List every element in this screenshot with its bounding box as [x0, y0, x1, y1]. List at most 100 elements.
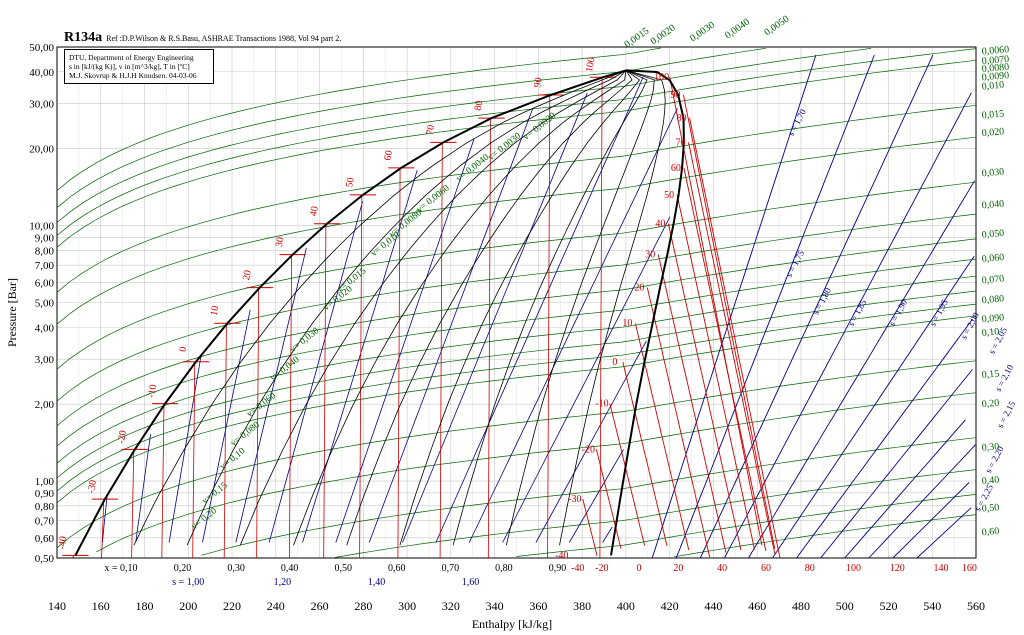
- y-tick-label: 7,00: [35, 260, 55, 272]
- isotherm-line: [256, 287, 260, 559]
- entropy-label: 1,40: [368, 577, 386, 588]
- isotherm-line: [192, 361, 196, 559]
- quality-line: [346, 70, 633, 546]
- isotherm-line: [397, 167, 401, 559]
- quality-line: [293, 70, 627, 546]
- chart-title: R134a Ref :D.P.Wilson & R.S.Basu, ASHRAE …: [64, 30, 342, 45]
- isotherm-label: -30: [86, 479, 99, 494]
- y-tick-label: 2,00: [35, 399, 55, 411]
- isochore-label: 0,0040: [723, 17, 752, 42]
- isotherm-bottom-label: 100: [846, 563, 861, 574]
- isentrope-line: [724, 92, 972, 559]
- saturated-liquid-line: [74, 69, 627, 556]
- isochore-line: [56, 59, 977, 248]
- isentrope-line: [502, 216, 671, 543]
- quality-label: 0,90: [549, 563, 567, 574]
- x-tick-label: 400: [617, 599, 635, 613]
- isochore-label: v= 0,0030: [486, 131, 523, 163]
- entropy-label: s = 1,70: [786, 107, 809, 138]
- y-tick-label: 0,60: [35, 533, 55, 545]
- isochore-label: 0,050: [981, 228, 1004, 241]
- x-tick-label: 500: [836, 599, 854, 613]
- isentrope-line: [368, 108, 534, 543]
- isotherm-bottom-label: 40: [717, 563, 727, 574]
- x-tick-label: 140: [48, 599, 66, 613]
- isochore-label: 0,30: [981, 441, 999, 453]
- isotherm-label: 60: [382, 150, 395, 162]
- info-line: M.J. Skovrup & H.J.H Knudsen. 04-03-06: [69, 71, 197, 80]
- quality-label: 0,30: [227, 563, 245, 574]
- isotherm-label: -30: [568, 494, 581, 505]
- y-tick-label: 5,00: [35, 298, 55, 310]
- isochore-label: 0,080: [981, 293, 1004, 306]
- isentrope-line: [748, 180, 975, 559]
- isotherm-label: 90: [532, 77, 545, 89]
- isochore-line: [56, 136, 977, 325]
- isotherm-label: 10: [622, 318, 632, 329]
- isochore-label: 0,60: [981, 526, 999, 538]
- isochore-label: 0,060: [981, 252, 1004, 265]
- quality-label: 0,40: [281, 563, 299, 574]
- isochore-label: 0,0080: [981, 62, 1009, 75]
- x-tick-label: 300: [398, 599, 416, 613]
- isentrope-line: [402, 92, 588, 543]
- isochore-label: 0,015: [981, 108, 1004, 121]
- isotherm-line: [622, 361, 668, 547]
- isochore-label: 0,50: [981, 502, 999, 514]
- quality-line: [133, 70, 627, 546]
- isentrope-line: [335, 139, 475, 543]
- quality-label: 0,70: [442, 563, 460, 574]
- quality-line: [186, 70, 627, 546]
- isochore-label: 0,040: [981, 198, 1004, 211]
- quality-line: [452, 70, 648, 546]
- isochore-label: 0,0090: [981, 70, 1009, 83]
- isentrope-line: [302, 170, 418, 543]
- isotherm-bottom-label: 60: [761, 563, 771, 574]
- x-tick-label: 340: [486, 599, 504, 613]
- isentrope-line: [844, 419, 966, 559]
- isotherm-line: [676, 194, 755, 550]
- x-tick-label: 420: [661, 599, 679, 613]
- isentrope-line: [602, 526, 613, 543]
- isotherm-line: [667, 223, 742, 551]
- isotherm-bottom-label: 0: [637, 563, 642, 574]
- isotherm-line: [359, 194, 363, 559]
- isochore-line: [56, 213, 977, 402]
- isentrope-line: [916, 507, 972, 559]
- y-tick-label: 0,90: [35, 488, 55, 500]
- isotherm-line: [487, 118, 491, 559]
- entropy-label: 1,20: [274, 577, 292, 588]
- isotherm-label: 100: [584, 56, 597, 73]
- quality-label: 0,60: [388, 563, 406, 574]
- y-tick-label: 20,00: [29, 144, 54, 156]
- isotherm-label: 0: [178, 346, 190, 353]
- x-tick-label: 540: [923, 599, 941, 613]
- y-tick-label: 0,70: [35, 516, 55, 528]
- x-tick-label: 360: [529, 599, 547, 613]
- isentrope-line: [651, 54, 817, 559]
- x-tick-label: 560: [967, 599, 985, 613]
- isochore-label: 0,0030: [688, 20, 717, 45]
- isotherm-label: 70: [675, 137, 685, 148]
- isotherm-label: 20: [634, 283, 644, 294]
- isochore-line: [56, 47, 661, 191]
- isentrope-line: [468, 108, 678, 543]
- isentrope-line: [868, 444, 976, 559]
- isentrope-line: [699, 54, 934, 559]
- isochore-label: 0,10: [981, 326, 999, 338]
- isochore-line: [56, 48, 872, 223]
- isotherm-line: [161, 403, 165, 559]
- isotherm-label: 70: [425, 124, 438, 136]
- isotherm-line: [547, 94, 551, 559]
- isotherm-label: 80: [677, 113, 687, 124]
- saturated-vapor-line: [610, 69, 685, 556]
- isentrope-line: [892, 482, 970, 559]
- isochore-line: [56, 238, 977, 427]
- isochore-label: 0,0020: [649, 23, 678, 48]
- quality-line: [559, 70, 666, 546]
- isentrope-line: [268, 201, 363, 543]
- isochore-line: [56, 360, 977, 549]
- isotherm-line: [289, 254, 292, 559]
- entropy-label: s = 1,00: [172, 577, 204, 588]
- isotherm-label: 100: [654, 72, 669, 83]
